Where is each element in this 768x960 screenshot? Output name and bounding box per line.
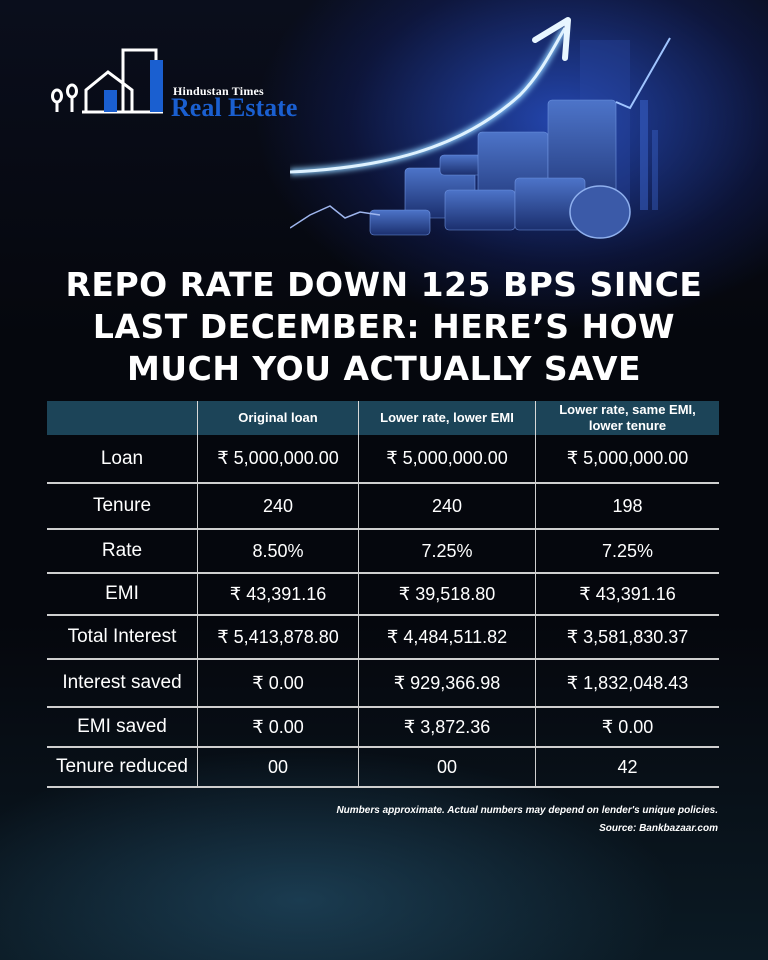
table-row: Tenure 240 240 198 — [47, 482, 719, 529]
table-row: Rate 8.50% 7.25% 7.25% — [47, 528, 719, 573]
cell: ₹ 5,413,878.80 — [197, 614, 359, 659]
title-line-3: MUCH YOU ACTUALLY SAVE — [126, 349, 642, 388]
cell: ₹ 5,000,000.00 — [358, 435, 536, 483]
table-row: EMI ₹ 43,391.16 ₹ 39,518.80 ₹ 43,391.16 — [47, 572, 719, 615]
footnote: Numbers approximate. Actual numbers may … — [336, 802, 718, 838]
cell: ₹ 1,832,048.43 — [535, 658, 719, 707]
cell: 198 — [535, 482, 719, 529]
cell: ₹ 0.00 — [197, 658, 359, 707]
table-row: Loan ₹ 5,000,000.00 ₹ 5,000,000.00 ₹ 5,0… — [47, 435, 719, 483]
column-header-original-loan: Original loan — [197, 401, 359, 435]
cell: ₹ 43,391.16 — [197, 572, 359, 615]
cell: 00 — [358, 746, 536, 788]
table-row: Tenure reduced 00 00 42 — [47, 746, 719, 788]
cell: 240 — [358, 482, 536, 529]
cell: 00 — [197, 746, 359, 788]
savings-comparison-table: Original loan Lower rate, lower EMI Lowe… — [47, 401, 719, 788]
row-label-loan: Loan — [100, 447, 144, 469]
rising-arrow-coins-icon — [290, 17, 671, 239]
column-header-lower-tenure: Lower rate, same EMI, lower tenure — [535, 401, 719, 435]
cell: 42 — [535, 746, 719, 788]
row-label-emi: EMI — [47, 572, 198, 615]
title-line-1: REPO RATE DOWN 125 BPS SINCE — [65, 265, 703, 304]
cell: 7.25% — [358, 528, 536, 573]
row-label-total-interest: Total Interest — [47, 614, 198, 659]
cell: ₹ 43,391.16 — [535, 572, 719, 615]
table-row: Interest saved ₹ 0.00 ₹ 929,366.98 ₹ 1,8… — [47, 658, 719, 707]
column-header-label — [47, 401, 198, 435]
row-label-rate: Rate — [47, 528, 198, 573]
row-label-emi-saved: EMI saved — [47, 706, 198, 747]
source-text: Source: Bankbazaar.com — [599, 823, 718, 834]
cell: ₹ 4,484,511.82 — [358, 614, 536, 659]
row-label-tenure: Tenure — [47, 482, 198, 529]
section-name: Real Estate — [171, 93, 298, 122]
cell: 8.50% — [197, 528, 359, 573]
page-title: REPO RATE DOWN 125 BPS SINCE LAST DECEMB… — [40, 264, 728, 390]
table-row: EMI saved ₹ 0.00 ₹ 3,872.36 ₹ 0.00 — [47, 706, 719, 747]
row-label-interest-saved: Interest saved — [47, 658, 198, 707]
cell: ₹ 0.00 — [197, 706, 359, 747]
house-buildings-icon — [51, 48, 163, 114]
cell: ₹ 3,872.36 — [358, 706, 536, 747]
publisher-name: Hindustan Times — [173, 84, 264, 98]
title-line-2: LAST DECEMBER: HERE’S HOW — [92, 307, 676, 346]
cell: ₹ 5,000,000.00 — [535, 435, 719, 483]
cell: ₹ 3,581,830.37 — [535, 614, 719, 659]
cell: ₹ 0.00 — [535, 706, 719, 747]
cell: 7.25% — [535, 528, 719, 573]
hindustan-times-real-estate-logo: Hindustan Times Real Estate — [48, 44, 308, 124]
cell: ₹ 39,518.80 — [358, 572, 536, 615]
cell: ₹ 5,000,000.00 — [197, 435, 359, 483]
column-header-lower-emi: Lower rate, lower EMI — [358, 401, 536, 435]
disclaimer-text: Numbers approximate. Actual numbers may … — [336, 805, 718, 816]
table-row: Total Interest ₹ 5,413,878.80 ₹ 4,484,51… — [47, 614, 719, 659]
cell: ₹ 929,366.98 — [358, 658, 536, 707]
row-label-tenure-reduced: Tenure reduced — [47, 746, 198, 788]
table-header-row: Original loan Lower rate, lower EMI Lowe… — [47, 401, 719, 435]
cell: 240 — [197, 482, 359, 529]
